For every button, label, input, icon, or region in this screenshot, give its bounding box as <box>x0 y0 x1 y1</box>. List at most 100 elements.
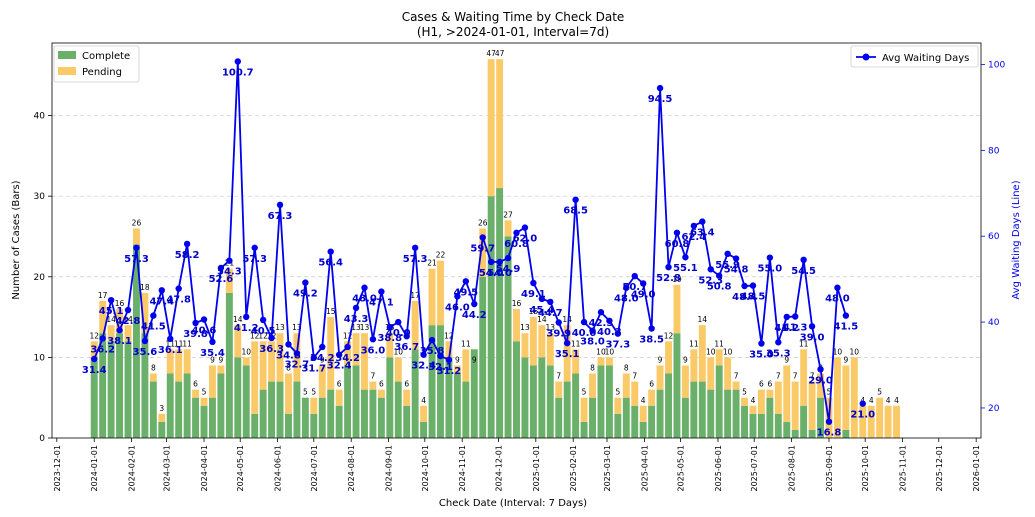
bar-value-label: 6 <box>379 380 384 389</box>
line-point <box>800 256 807 264</box>
line-value-label: 54.3 <box>217 267 242 278</box>
line-value-label: 48.0 <box>825 294 850 305</box>
bar-value-label: 26 <box>132 218 142 227</box>
line-point <box>445 356 453 364</box>
line-point <box>158 287 165 294</box>
bar-value-label: 9 <box>320 355 325 364</box>
line-point <box>471 300 478 308</box>
x-tick-label: 2024-02-01 <box>128 445 137 492</box>
bar-complete <box>301 397 309 438</box>
line-value-label: 38.5 <box>639 335 664 346</box>
line-path <box>93 61 847 422</box>
bar-complete <box>90 357 98 438</box>
bar-pending <box>318 365 326 398</box>
bar-complete <box>251 413 259 438</box>
line-value-label: 21.0 <box>850 410 875 421</box>
bar-pending <box>124 325 132 342</box>
bar-complete <box>690 381 698 438</box>
line-point <box>209 338 216 346</box>
bar-value-label: 12 <box>664 331 674 340</box>
bar-pending <box>377 389 385 398</box>
bar-pending <box>386 333 394 358</box>
bar-value-label: 4 <box>641 396 646 405</box>
bar-pending <box>403 389 411 406</box>
bar-complete <box>724 389 732 438</box>
bar-pending <box>521 333 529 358</box>
bar-value-label: 14 <box>106 315 116 324</box>
x-tick-label: 2024-12-01 <box>494 445 503 492</box>
line-value-label: 58.2 <box>175 250 200 261</box>
bar-pending <box>327 317 335 390</box>
line-point <box>580 318 588 326</box>
line-value-label: 45.4 <box>529 305 554 316</box>
bar-value-label: 14 <box>698 315 708 324</box>
line-point <box>150 312 157 319</box>
line-value-label: 50.7 <box>622 282 647 293</box>
bar-value-label: 8 <box>590 364 595 373</box>
bar-complete <box>513 341 520 438</box>
bar-complete <box>377 397 385 438</box>
line-point <box>411 244 419 251</box>
bar-complete <box>209 397 216 438</box>
line-point <box>547 298 554 306</box>
bar-value-label: 13 <box>275 323 285 332</box>
bar-complete <box>335 405 343 438</box>
x-tick-label: 2025-11-01 <box>899 445 908 492</box>
bar-complete <box>369 389 377 438</box>
bar-pending <box>850 357 858 438</box>
line-value-label: 57.3 <box>403 254 428 265</box>
line-value-label: 100.7 <box>222 67 254 78</box>
line-value-label: 39.8 <box>183 329 208 340</box>
line-value-label: 49.5 <box>453 287 478 298</box>
bar-pending <box>690 349 698 382</box>
bar-pending <box>428 268 436 326</box>
line-point <box>276 201 284 209</box>
bar-value-label: 9 <box>455 355 460 364</box>
bar-value-label: 12 <box>250 331 260 340</box>
line-value-label: 35.4 <box>200 348 225 359</box>
x-tick-label: 2025-09-01 <box>825 445 834 492</box>
bar-complete <box>234 357 242 438</box>
bar-complete <box>386 357 394 438</box>
bar-complete <box>648 405 656 438</box>
bar-pending <box>580 397 588 422</box>
bar-value-label: 9 <box>219 355 224 364</box>
x-tick-label: 2025-03-01 <box>603 445 612 492</box>
bar-pending <box>817 373 824 398</box>
bar-pending <box>293 333 301 382</box>
line-point <box>715 272 723 279</box>
bar-value-label: 9 <box>784 355 789 364</box>
line-point <box>200 316 208 323</box>
bar-pending <box>639 405 647 422</box>
line-value-label: 40.0 <box>572 328 597 339</box>
bar-value-label: 5 <box>827 388 832 397</box>
bar-value-label: 4 <box>751 396 756 405</box>
line-value-label: 36.0 <box>361 345 386 356</box>
bar-value-label: 9 <box>472 355 477 364</box>
line-point <box>327 248 334 255</box>
bar-value-label: 5 <box>311 388 316 397</box>
bar-complete <box>563 381 571 438</box>
bar-complete <box>681 397 689 438</box>
chart-title: Cases & Waiting Time by Check Date <box>402 10 625 24</box>
bar-value-label: 5 <box>202 388 207 397</box>
x-tick-label: 2024-04-01 <box>200 445 209 492</box>
bar-complete <box>166 373 174 438</box>
line-value-label: 50.8 <box>707 282 732 293</box>
line-point <box>842 312 850 319</box>
bar-complete <box>268 381 276 438</box>
bar-pending <box>99 300 107 334</box>
bar-pending <box>107 325 115 342</box>
bar-value-label: 7 <box>556 372 561 381</box>
bar-complete <box>529 365 537 438</box>
bar-pending <box>276 333 284 382</box>
bar-pending <box>166 349 174 374</box>
bar-complete <box>665 373 672 438</box>
bar-value-label: 3 <box>159 404 164 413</box>
line-point <box>91 355 98 363</box>
bar-complete <box>504 236 512 438</box>
bar-value-label: 10 <box>596 347 606 356</box>
y-right-tick-label: 100 <box>988 60 1005 70</box>
line-point <box>217 264 225 272</box>
bar-complete <box>572 373 580 438</box>
